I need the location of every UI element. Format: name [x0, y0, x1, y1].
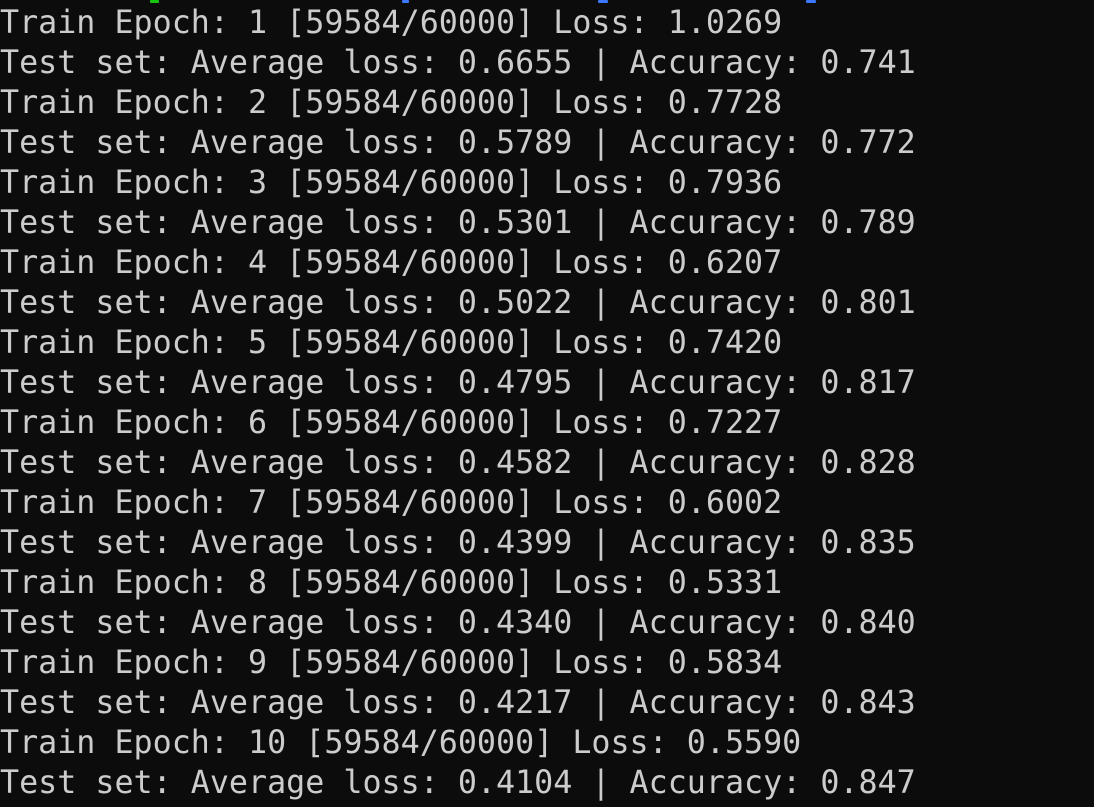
blue-text-fragment	[806, 0, 816, 3]
test-epoch-7-line: Test set: Average loss: 0.4399 | Accurac…	[0, 525, 916, 561]
train-epoch-1-line: Train Epoch: 1 [59584/60000] Loss: 1.026…	[0, 5, 783, 41]
test-epoch-6-line: Test set: Average loss: 0.4582 | Accurac…	[0, 445, 916, 481]
test-epoch-3-line: Test set: Average loss: 0.5301 | Accurac…	[0, 205, 916, 241]
test-epoch-1-line: Test set: Average loss: 0.6655 | Accurac…	[0, 45, 916, 81]
test-epoch-10-line: Test set: Average loss: 0.4104 | Accurac…	[0, 765, 916, 801]
train-epoch-2-line: Train Epoch: 2 [59584/60000] Loss: 0.772…	[0, 85, 783, 121]
test-epoch-8-line: Test set: Average loss: 0.4340 | Accurac…	[0, 605, 916, 641]
terminal-output: Train Epoch: 1 [59584/60000] Loss: 1.026…	[0, 3, 916, 803]
test-epoch-5-line: Test set: Average loss: 0.4795 | Accurac…	[0, 365, 916, 401]
blue-text-fragment	[402, 0, 409, 3]
blue-text-fragment	[598, 0, 608, 3]
train-epoch-9-line: Train Epoch: 9 [59584/60000] Loss: 0.583…	[0, 645, 783, 681]
train-epoch-3-line: Train Epoch: 3 [59584/60000] Loss: 0.793…	[0, 165, 783, 201]
train-epoch-8-line: Train Epoch: 8 [59584/60000] Loss: 0.533…	[0, 565, 783, 601]
train-epoch-5-line: Train Epoch: 5 [59584/60000] Loss: 0.742…	[0, 325, 783, 361]
train-epoch-7-line: Train Epoch: 7 [59584/60000] Loss: 0.600…	[0, 485, 783, 521]
green-text-fragment	[150, 0, 159, 3]
test-epoch-4-line: Test set: Average loss: 0.5022 | Accurac…	[0, 285, 916, 321]
train-epoch-4-line: Train Epoch: 4 [59584/60000] Loss: 0.620…	[0, 245, 783, 281]
test-epoch-9-line: Test set: Average loss: 0.4217 | Accurac…	[0, 685, 916, 721]
train-epoch-6-line: Train Epoch: 6 [59584/60000] Loss: 0.722…	[0, 405, 783, 441]
test-epoch-2-line: Test set: Average loss: 0.5789 | Accurac…	[0, 125, 916, 161]
train-epoch-10-line: Train Epoch: 10 [59584/60000] Loss: 0.55…	[0, 725, 802, 761]
previous-line-fragments	[0, 0, 1094, 4]
